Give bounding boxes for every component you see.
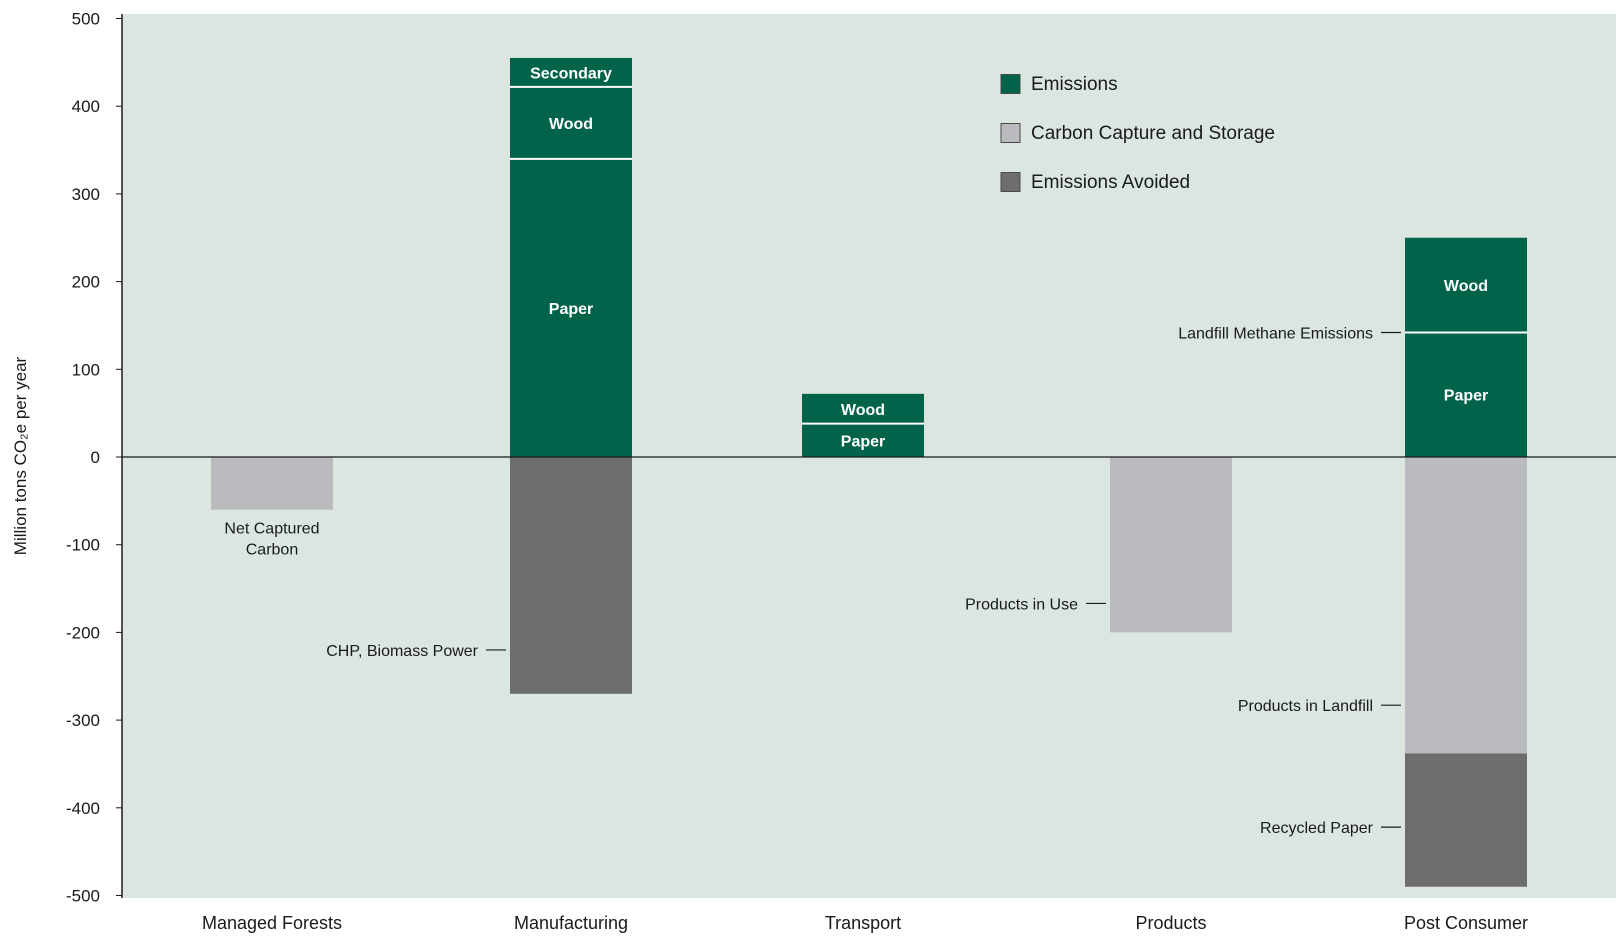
legend-label: Emissions: [1031, 74, 1118, 95]
bar-segment: [211, 457, 333, 510]
legend-label: Emissions Avoided: [1031, 172, 1190, 193]
bar-segment: [510, 457, 632, 694]
x-tick-label: Manufacturing: [514, 913, 628, 933]
segment-label: Secondary: [530, 65, 612, 82]
y-tick-label: -500: [66, 887, 100, 906]
segment-label: Paper: [841, 433, 885, 450]
y-axis-title: Million tons CO₂e per year: [11, 356, 30, 555]
y-tick-label: -100: [66, 536, 100, 555]
x-tick-label: Post Consumer: [1404, 913, 1528, 933]
y-tick-label: -200: [66, 623, 100, 642]
annotations: Net Captured Carbon CHP, Biomass Power Prod…: [224, 325, 1401, 837]
bar-segment: [510, 57, 632, 87]
segment-label: Paper: [549, 301, 593, 318]
legend-swatch: [1000, 123, 1021, 143]
annotation-label: Products in Landfill: [1238, 698, 1373, 715]
legend-label: Carbon Capture and Storage: [1031, 123, 1275, 144]
annotation-label: Carbon: [246, 542, 298, 559]
segment-label: Wood: [841, 402, 885, 419]
bar-segment: [1405, 237, 1527, 333]
bar-segment: [802, 423, 924, 457]
bar-segment: [802, 393, 924, 424]
legend: Emissions Carbon Capture and Storage Emiss…: [1000, 74, 1275, 193]
x-tick-label: Managed Forests: [202, 913, 342, 933]
y-tick-label: 200: [72, 273, 100, 292]
bar-segment: [1110, 457, 1232, 633]
y-tick-label: -400: [66, 799, 100, 818]
y-tick-label: 0: [91, 448, 100, 467]
annotation-label: Landfill Methane Emissions: [1178, 325, 1373, 342]
bar-segment: [1405, 753, 1527, 887]
bar-segment: [510, 158, 632, 457]
x-tick-label: Products: [1135, 913, 1206, 933]
annotation-label: Products in Use: [965, 596, 1078, 613]
y-tick-label: 500: [72, 10, 100, 29]
segment-label: Paper: [1444, 388, 1488, 405]
annotation-label: Recycled Paper: [1260, 820, 1374, 837]
legend-swatch: [1000, 172, 1021, 192]
bar-segment: [510, 86, 632, 159]
annotation-label: Net Captured: [224, 521, 319, 538]
y-tick-label: -300: [66, 711, 100, 730]
bar-segment: [1405, 457, 1527, 754]
annotation-label: CHP, Biomass Power: [326, 643, 478, 660]
y-tick-label: 300: [72, 185, 100, 204]
x-tick-label: Transport: [825, 913, 901, 933]
axes: 500 400 300 200 100 0 -100 -200 -300 -400 -500 Mana…: [66, 10, 1616, 933]
legend-swatch: [1000, 74, 1021, 94]
bar-segment: [1405, 332, 1527, 457]
bars: Paper Wood Secondary Paper Wood Paper Wood: [211, 57, 1527, 887]
y-tick-label: 400: [72, 97, 100, 116]
segment-label: Wood: [549, 116, 593, 133]
y-tick-label: 100: [72, 360, 100, 379]
segment-label: Wood: [1444, 278, 1488, 295]
